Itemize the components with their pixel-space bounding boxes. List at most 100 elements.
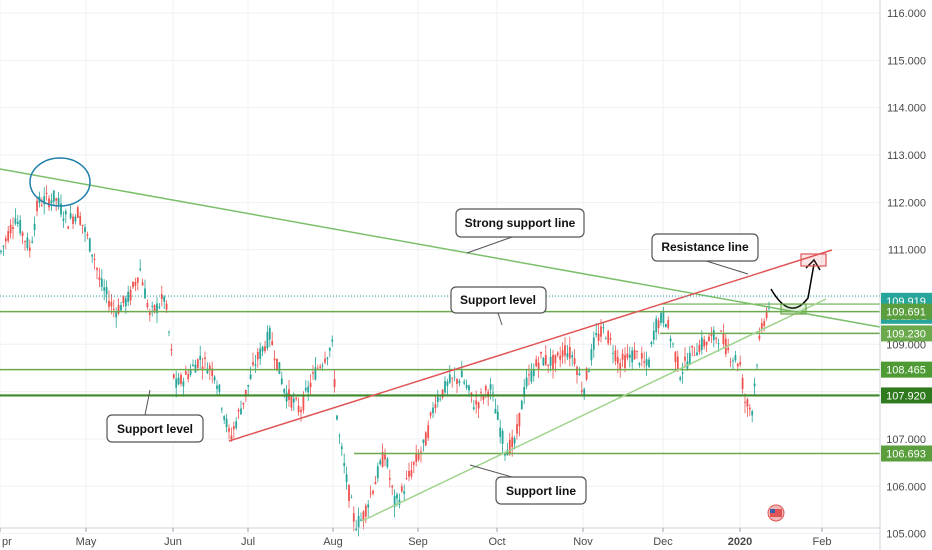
candle-body: [451, 377, 454, 379]
candle-body: [624, 355, 626, 369]
candle-body: [691, 345, 694, 348]
time-tick-label: Nov: [573, 536, 593, 548]
economic-event-icon[interactable]: [767, 504, 785, 522]
candle-body: [715, 337, 718, 340]
candle-body: [739, 362, 742, 365]
callout-label: Strong support line: [465, 216, 576, 230]
candle-body: [350, 497, 353, 499]
candle-body: [696, 352, 698, 356]
candle-body: [436, 396, 439, 402]
candle-body: [230, 435, 233, 440]
strong-support-trendline[interactable]: [0, 168, 881, 328]
entry-box[interactable]: [780, 303, 807, 315]
rising-support-trendline[interactable]: [361, 298, 827, 522]
candle-body: [616, 357, 619, 364]
candle-body: [676, 356, 679, 371]
resistance-trendline[interactable]: [228, 249, 833, 442]
candle-body: [122, 295, 125, 303]
candle-body: [619, 363, 622, 370]
candle-body: [307, 386, 310, 393]
candle-body: [532, 368, 535, 377]
callout-label: Support level: [460, 293, 536, 307]
candle-body: [506, 449, 509, 456]
candle-body: [681, 372, 684, 374]
callout-support-line[interactable]: Support line: [469, 464, 587, 505]
candle-body: [297, 405, 300, 413]
candle-body: [182, 381, 185, 387]
time-tick-label: Jul: [241, 536, 255, 548]
candle-body: [72, 216, 74, 224]
candle-body: [480, 392, 482, 393]
callout-support-level-top[interactable]: Support level: [450, 286, 547, 326]
candle-body: [636, 351, 638, 353]
candle-body: [525, 377, 528, 387]
candle-body: [165, 303, 168, 310]
candle-body: [28, 247, 31, 251]
target-box[interactable]: [800, 253, 827, 267]
callout-resistance-line[interactable]: Resistance line: [651, 233, 759, 275]
candle-body: [180, 374, 182, 384]
candle-body: [408, 470, 410, 477]
candle-body: [403, 491, 406, 494]
candle-body: [213, 376, 216, 381]
callout-strong-support-line[interactable]: Strong support line: [455, 208, 585, 254]
candle-body: [252, 362, 254, 365]
candle-body: [292, 398, 295, 403]
price-tags: 109.91901:11:32109.691109.230108.465107.…: [881, 292, 932, 462]
callout-support-level-bottom[interactable]: Support level: [106, 389, 204, 443]
candle-body: [638, 363, 641, 365]
candle-body: [84, 227, 86, 233]
candle-body: [448, 374, 451, 383]
price-axis-panel[interactable]: [880, 0, 932, 550]
candle-body: [40, 205, 43, 206]
candle-body: [67, 226, 70, 229]
candle-body: [614, 350, 617, 362]
candle-body: [196, 359, 199, 368]
candle-body: [309, 382, 312, 388]
candle-body: [643, 361, 646, 363]
candle-body: [331, 339, 334, 342]
candle-body: [376, 466, 379, 479]
candle-body: [139, 268, 142, 271]
candle-body: [98, 277, 101, 280]
price-tag-bg: [881, 387, 932, 404]
price-tick-label: 113.000: [887, 150, 926, 162]
price-tick-label: 112.000: [887, 197, 926, 209]
price-tick-label: 107.000: [886, 434, 926, 446]
candle-body: [465, 384, 468, 388]
candle-body: [189, 370, 192, 375]
price-tag-label: 109.691: [886, 307, 926, 319]
candle-body: [540, 352, 542, 354]
candle-body: [24, 241, 26, 242]
price-tick-label: 115.000: [887, 55, 926, 67]
candle-body: [763, 321, 766, 326]
candle-body: [472, 407, 475, 410]
candle-body: [703, 339, 706, 347]
candle-body: [343, 463, 346, 466]
candle-body: [136, 277, 139, 283]
price-tag-bg: [881, 303, 932, 320]
candle-body: [460, 370, 463, 378]
time-tick-label: May: [76, 536, 97, 548]
candle-body: [722, 333, 725, 345]
candle-body: [242, 402, 245, 405]
top-circle-marker[interactable]: [29, 157, 91, 207]
candle-body: [729, 361, 732, 363]
candle-body: [108, 300, 110, 307]
projection-arrow[interactable]: [770, 263, 815, 309]
arrow-head-icon: [805, 258, 821, 271]
candle-body: [458, 380, 461, 384]
candle-body: [583, 389, 586, 395]
candle-body: [396, 494, 398, 499]
candle-body: [60, 203, 62, 215]
candle-body: [424, 432, 427, 446]
price-tick-label: 109.000: [886, 339, 926, 351]
candle-body: [304, 387, 307, 391]
time-tick-label: 2020: [728, 536, 752, 548]
candle-body: [753, 383, 756, 387]
time-tick-label: Sep: [408, 536, 428, 548]
candle-body: [609, 338, 612, 340]
candle-body: [184, 371, 187, 375]
candle-body: [69, 213, 72, 219]
